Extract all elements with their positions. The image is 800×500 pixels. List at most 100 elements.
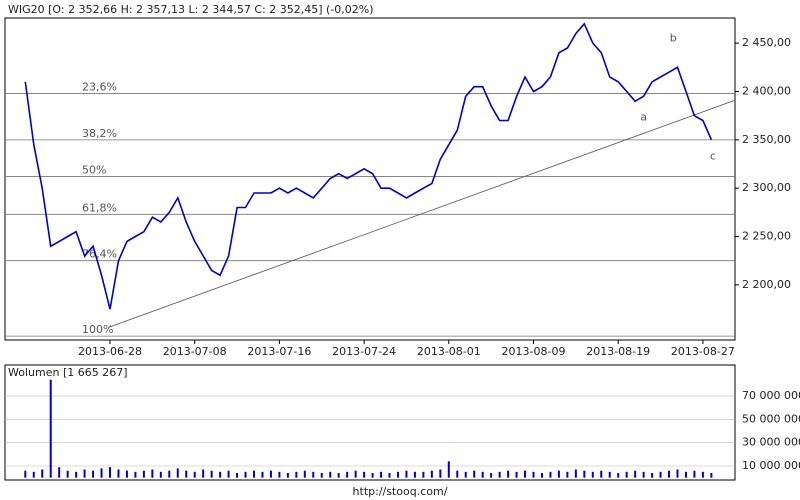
- volume-bar: [244, 471, 247, 478]
- volume-bar: [227, 470, 230, 478]
- x-tick-label: 2013-08-27: [671, 345, 735, 358]
- y-tick-label: 2 400,00: [742, 84, 791, 97]
- volume-bar: [219, 471, 222, 478]
- volume-bar: [151, 469, 154, 478]
- fib-label: 76,4%: [82, 248, 117, 261]
- volume-bar: [236, 473, 239, 478]
- volume-bar: [591, 471, 594, 478]
- volume-bar: [346, 471, 349, 478]
- volume-bar: [295, 471, 298, 478]
- y-tick-label: 2 200,00: [742, 278, 791, 291]
- volume-bar: [371, 473, 374, 478]
- volume-frame: [4, 364, 736, 481]
- chart-title: WIG20 [O: 2 352,66 H: 2 357,13 L: 2 344,…: [8, 3, 374, 16]
- volume-bar: [439, 469, 442, 478]
- volume-bar: [651, 473, 654, 478]
- x-tick-label: 2013-07-16: [247, 345, 311, 358]
- volume-bar: [413, 471, 416, 478]
- footer: http://stooq.com/: [353, 485, 448, 498]
- volume-bar: [193, 471, 196, 478]
- volume-bar: [540, 473, 543, 478]
- x-tick-label: 2013-08-01: [417, 345, 481, 358]
- wave-label: a: [640, 111, 647, 124]
- trend-line: [108, 99, 736, 328]
- volume-bar: [58, 467, 61, 478]
- volume-bar: [625, 471, 628, 478]
- volume-bar: [490, 473, 493, 478]
- volume-bar: [422, 471, 425, 478]
- volume-bar: [566, 471, 569, 478]
- fib-label: 50%: [82, 164, 106, 177]
- volume-bar: [583, 470, 586, 478]
- fib-label: 38,2%: [82, 127, 117, 140]
- volume-bar: [278, 471, 281, 478]
- volume-bar: [320, 473, 323, 478]
- chart-title: Wolumen [1 665 267]: [8, 366, 128, 379]
- volume-bar: [693, 470, 696, 478]
- y-tick-label: 2 250,00: [742, 230, 791, 243]
- volume-bar: [507, 470, 510, 478]
- x-tick-label: 2013-08-09: [502, 345, 566, 358]
- volume-bar: [49, 379, 52, 478]
- volume-bar: [142, 470, 145, 478]
- x-tick-label: 2013-07-08: [163, 345, 227, 358]
- volume-bar: [312, 471, 315, 478]
- volume-bar: [269, 470, 272, 478]
- volume-bar: [617, 473, 620, 478]
- volume-bar: [668, 470, 671, 478]
- y-tick-label: 2 300,00: [742, 181, 791, 194]
- volume-bar: [202, 469, 205, 478]
- fib-label: 61,8%: [82, 201, 117, 214]
- volume-bar: [549, 471, 552, 478]
- volume-bar: [168, 470, 171, 478]
- y-tick-label: 70 000 000: [742, 389, 800, 402]
- volume-bar: [100, 468, 103, 478]
- volume-bar: [557, 470, 560, 478]
- volume-bar: [388, 473, 391, 478]
- x-tick-label: 2013-06-28: [78, 345, 142, 358]
- volume-bar: [337, 473, 340, 478]
- volume-bar: [66, 470, 69, 478]
- wave-label: b: [670, 31, 677, 44]
- volume-bar: [676, 469, 679, 478]
- volume-bar: [456, 470, 459, 478]
- volume-bar: [32, 471, 35, 478]
- volume-bar: [252, 470, 255, 478]
- volume-bar: [447, 461, 450, 478]
- volume-bar: [176, 468, 179, 478]
- fib-label: 100%: [82, 323, 113, 336]
- volume-bar: [464, 471, 467, 478]
- volume-bar: [83, 469, 86, 478]
- y-tick-label: 30 000 000: [742, 436, 800, 449]
- volume-bar: [481, 471, 484, 478]
- volume-bar: [642, 471, 645, 478]
- volume-bar: [261, 471, 264, 478]
- volume-bar: [185, 470, 188, 478]
- volume-bar: [286, 473, 289, 478]
- price-line: [24, 22, 713, 310]
- fib-label: 23,6%: [82, 80, 117, 93]
- volume-bar: [396, 471, 399, 478]
- volume-bar: [684, 471, 687, 478]
- volume-bar: [75, 471, 78, 478]
- volume-bar: [329, 471, 332, 478]
- volume-bar: [380, 471, 383, 478]
- volume-bar: [354, 470, 357, 478]
- volume-bar: [574, 469, 577, 478]
- price-frame: [4, 17, 736, 341]
- y-tick-label: 2 350,00: [742, 133, 791, 146]
- wave-label: c: [710, 149, 716, 162]
- volume-bar: [532, 471, 535, 478]
- volume-bar: [134, 471, 137, 478]
- volume-bar: [498, 471, 501, 478]
- volume-bar: [405, 470, 408, 478]
- volume-bar: [41, 469, 44, 478]
- volume-bar: [430, 470, 433, 478]
- volume-bar: [634, 470, 637, 478]
- x-tick-label: 2013-07-24: [332, 345, 396, 358]
- volume-bar: [109, 467, 111, 478]
- volume-bar: [24, 470, 27, 478]
- volume-bar: [473, 470, 476, 478]
- volume-bar: [303, 470, 306, 478]
